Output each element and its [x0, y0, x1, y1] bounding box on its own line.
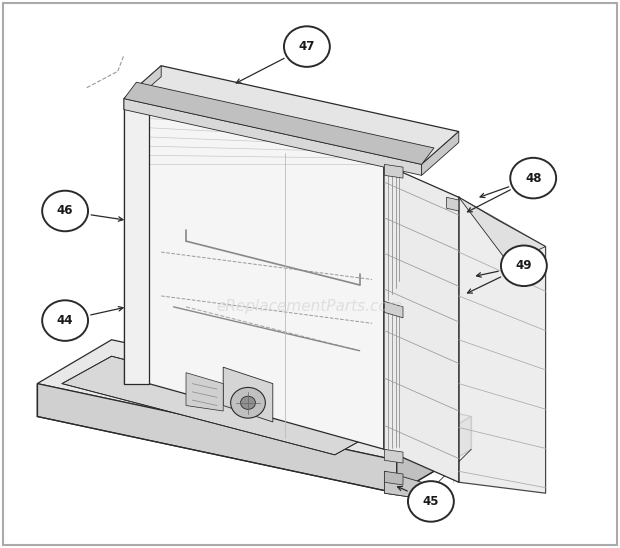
Polygon shape [124, 66, 459, 164]
Circle shape [501, 246, 547, 286]
Polygon shape [124, 99, 149, 384]
Polygon shape [37, 340, 471, 460]
Polygon shape [124, 66, 161, 110]
Polygon shape [422, 132, 459, 175]
Text: 46: 46 [57, 204, 73, 218]
Polygon shape [62, 356, 384, 455]
Polygon shape [384, 164, 459, 482]
Circle shape [42, 191, 88, 231]
Text: 47: 47 [299, 40, 315, 53]
Text: 48: 48 [525, 172, 541, 185]
Polygon shape [446, 197, 459, 211]
Circle shape [408, 481, 454, 522]
Text: 49: 49 [516, 259, 532, 272]
Circle shape [231, 387, 265, 418]
Circle shape [284, 26, 330, 67]
Polygon shape [384, 471, 422, 499]
Polygon shape [149, 99, 384, 449]
Polygon shape [186, 373, 223, 411]
Text: 44: 44 [57, 314, 73, 327]
Circle shape [42, 300, 88, 341]
Polygon shape [37, 384, 397, 493]
Polygon shape [384, 471, 403, 485]
Text: eReplacementParts.com: eReplacementParts.com [216, 299, 404, 315]
Polygon shape [124, 99, 422, 175]
Polygon shape [384, 301, 403, 318]
Text: 45: 45 [423, 495, 439, 508]
Circle shape [241, 396, 255, 409]
Polygon shape [397, 416, 471, 493]
Polygon shape [384, 449, 403, 463]
Polygon shape [459, 197, 546, 493]
Polygon shape [384, 164, 403, 178]
Circle shape [510, 158, 556, 198]
Polygon shape [223, 367, 273, 422]
Polygon shape [459, 197, 546, 263]
Polygon shape [124, 82, 434, 164]
